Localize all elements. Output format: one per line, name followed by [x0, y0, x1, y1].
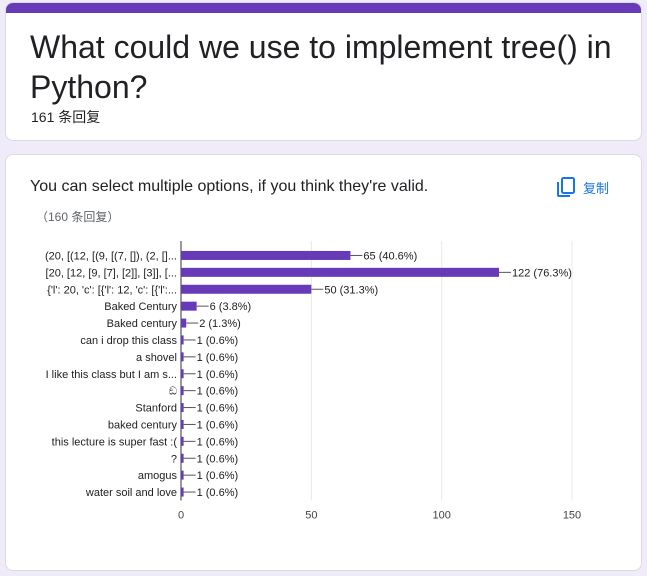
category-label: [20, [12, [9, [7], [2]], [3]], [...	[46, 267, 177, 279]
bar	[181, 335, 184, 345]
x-tick-label: 150	[563, 510, 581, 522]
bar	[181, 369, 184, 379]
category-label: this lecture is super fast :(	[52, 436, 178, 448]
copy-button-label: 复制	[583, 180, 610, 196]
question-title: What could we use to implement tree() in…	[30, 29, 612, 105]
x-tick-label: 0	[178, 510, 184, 522]
chart-card: You can select multiple options, if you …	[5, 154, 642, 571]
bar	[181, 403, 184, 413]
header-accent-bar	[6, 3, 641, 13]
value-label: 65 (40.6%)	[363, 250, 417, 262]
category-label: a shovel	[136, 352, 177, 364]
value-label: 1 (0.6%)	[197, 436, 239, 448]
value-label: 1 (0.6%)	[197, 487, 239, 499]
value-label: 1 (0.6%)	[197, 453, 239, 465]
chart-response-count: （160 条回复）	[36, 210, 120, 224]
value-label: 122 (76.3%)	[512, 267, 572, 279]
category-label: (20, [(12, [(9, [(7, []), (2, []...	[45, 250, 177, 262]
bar	[181, 318, 187, 328]
x-tick-label: 100	[432, 510, 450, 522]
bar	[181, 419, 184, 429]
value-label: 6 (3.8%)	[210, 301, 252, 313]
value-label: 1 (0.6%)	[197, 335, 239, 347]
response-count: 161 条回复	[31, 109, 101, 125]
value-label: 1 (0.6%)	[197, 386, 239, 398]
question-header-card: What could we use to implement tree() in…	[5, 2, 642, 141]
bar	[181, 487, 184, 497]
chart-question-text: You can select multiple options, if you …	[30, 178, 429, 195]
category-label: Baked century	[107, 318, 178, 330]
value-label: 50 (31.3%)	[324, 284, 378, 296]
value-label: 1 (0.6%)	[197, 352, 239, 364]
copy-chart-button[interactable]: 复制	[557, 175, 609, 199]
category-label: ඞ	[169, 386, 177, 398]
x-tick-label: 50	[305, 510, 317, 522]
bar	[181, 352, 184, 362]
copy-icon	[557, 177, 575, 197]
category-label: water soil and love	[85, 487, 177, 499]
bar	[181, 436, 184, 446]
bar	[181, 386, 184, 396]
category-label: can i drop this class	[80, 335, 177, 347]
bar	[181, 470, 184, 480]
value-label: 2 (1.3%)	[199, 318, 241, 330]
category-label: baked century	[108, 419, 178, 431]
value-label: 1 (0.6%)	[197, 369, 239, 381]
category-label: Stanford	[135, 403, 177, 415]
category-label: {'l': 20, 'c': [{'l': 12, 'c': [{'l':...	[47, 284, 177, 296]
category-label: ?	[171, 453, 177, 465]
category-label: Baked Century	[104, 301, 177, 313]
category-label: I like this class but I am s...	[46, 369, 177, 381]
value-label: 1 (0.6%)	[197, 419, 239, 431]
bar	[181, 284, 312, 294]
bar-chart: 0 50 100 150 (20, [(12, [(9, [(7, []), (2, […	[45, 241, 581, 522]
bar	[181, 267, 500, 277]
bar	[181, 301, 197, 311]
bar	[181, 250, 351, 260]
value-label: 1 (0.6%)	[197, 470, 239, 482]
bar	[181, 453, 184, 463]
category-label: amogus	[138, 470, 178, 482]
value-label: 1 (0.6%)	[197, 403, 239, 415]
